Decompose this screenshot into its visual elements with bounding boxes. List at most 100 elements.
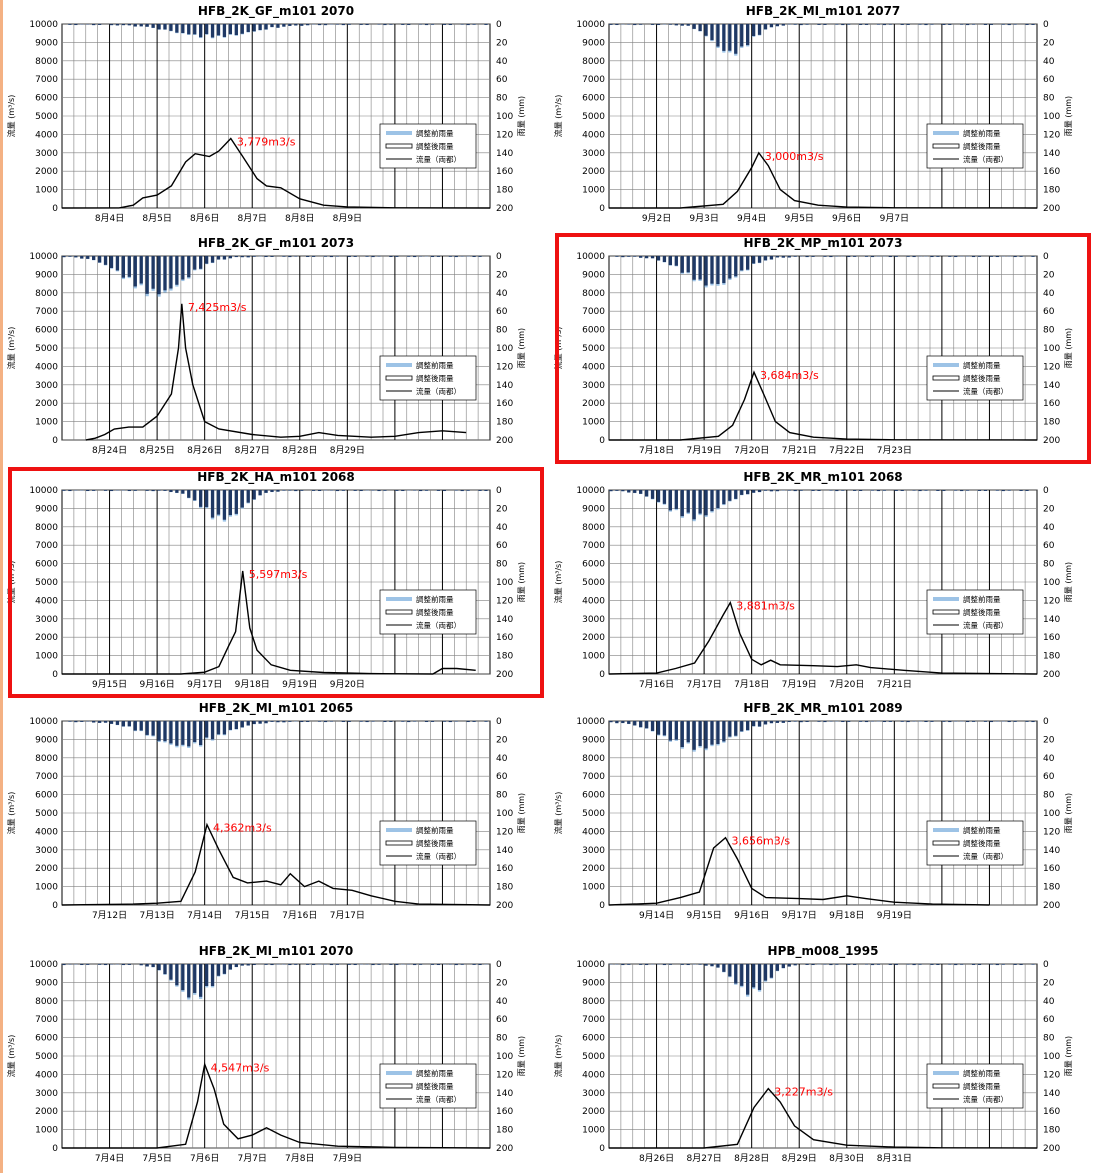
rain-after-bar — [769, 256, 774, 260]
rain-after-bar — [1019, 964, 1023, 965]
y-tick-label: 2000 — [582, 1107, 605, 1117]
y-tick-label: 1000 — [35, 418, 58, 428]
rain-after-bar — [383, 24, 387, 26]
rain-after-bar — [442, 490, 447, 491]
rain-after-bar — [734, 24, 738, 54]
rain-after-bar — [716, 24, 720, 47]
y-tick-label: 5000 — [35, 112, 58, 122]
y-tick-label: 3000 — [35, 149, 58, 159]
rain-after-bar — [680, 24, 684, 26]
rain-after-bar — [282, 256, 286, 257]
rain-after-bar — [674, 256, 678, 266]
rain-after-bar — [436, 490, 441, 491]
y-tick-label: 3000 — [582, 381, 605, 391]
y2-tick-label: 180 — [496, 418, 513, 428]
rain-after-bar — [930, 256, 934, 258]
y2-tick-label: 140 — [496, 149, 513, 159]
y-tick-label: 4000 — [582, 1070, 605, 1080]
legend-swatch-before — [933, 597, 959, 601]
rain-after-bar — [418, 256, 423, 257]
y-tick-label: 10000 — [29, 717, 58, 727]
rain-after-bar — [799, 256, 803, 257]
y2-tick-label: 160 — [1043, 864, 1060, 874]
x-tick-label: 7月16日 — [282, 910, 317, 921]
rain-after-bar — [704, 24, 708, 36]
flow-line — [609, 1087, 1038, 1149]
rain-after-bar — [365, 256, 369, 257]
highlight-frame — [8, 467, 544, 698]
y2-tick-label: 40 — [496, 754, 508, 764]
rain-after-bar — [210, 721, 215, 740]
rain-after-bar — [80, 256, 84, 259]
x-tick-label: 8月4日 — [95, 213, 124, 224]
rain-after-bar — [121, 964, 126, 966]
y2-tick-label: 20 — [1043, 735, 1055, 745]
chart-5: HFB_2K_HA_m101 2068010002000300040005000… — [6, 470, 526, 690]
rain-after-bar — [264, 256, 268, 257]
y-tick-label: 4000 — [582, 827, 605, 837]
y-axis-label: 流量 (m³/s) — [553, 792, 563, 835]
x-tick-label: 7月21日 — [877, 679, 912, 690]
y-tick-label: 1000 — [582, 883, 605, 893]
legend-swatch-after — [932, 375, 960, 381]
y2-tick-label: 100 — [1043, 112, 1060, 122]
rain-after-bar — [115, 24, 120, 26]
rain-after-bar — [97, 24, 102, 25]
y2-tick-label: 0 — [496, 717, 502, 727]
y2-tick-label: 200 — [1043, 204, 1060, 214]
y2-tick-label: 0 — [1043, 717, 1049, 727]
legend-after: 調整後雨量 — [963, 607, 1001, 617]
rain-after-bar — [210, 964, 215, 986]
y2-tick-label: 80 — [496, 1034, 508, 1044]
legend-swatch-before — [386, 363, 412, 367]
rain-after-bar — [615, 24, 619, 25]
rain-after-bar — [62, 964, 66, 966]
rain-after-bar — [175, 490, 179, 493]
y-tick-label: 5000 — [35, 809, 58, 819]
x-tick-label: 7月12日 — [92, 910, 127, 921]
rain-after-bar — [175, 964, 179, 986]
rain-after-bar — [204, 24, 209, 35]
rain-after-bar — [121, 721, 126, 727]
rain-after-bar — [888, 721, 892, 722]
rain-after-bar — [686, 964, 690, 966]
rain-after-bar — [793, 256, 797, 257]
rain-after-bar — [680, 490, 684, 517]
y2-tick-label: 0 — [496, 960, 502, 970]
rain-after-bar — [734, 964, 738, 984]
rain-after-bar — [306, 24, 310, 26]
rain-after-bar — [763, 964, 768, 981]
rain-after-bar — [300, 490, 304, 491]
rain-after-bar — [716, 721, 720, 744]
y-tick-label: 4000 — [582, 596, 605, 606]
rain-after-bar — [151, 721, 155, 736]
rain-after-bar — [734, 490, 738, 499]
rain-after-bar — [460, 256, 464, 257]
rain-after-bar — [62, 490, 66, 491]
y-tick-label: 9000 — [582, 38, 605, 48]
rain-after-bar — [199, 964, 203, 997]
rain-after-bar — [751, 24, 756, 37]
rain-after-bar — [662, 490, 667, 504]
rain-after-bar — [829, 256, 833, 258]
rain-after-bar — [639, 490, 643, 494]
y2-tick-label: 100 — [496, 578, 513, 588]
rain-after-bar — [395, 256, 399, 257]
rain-after-bar — [615, 721, 619, 724]
legend-after: 調整後雨量 — [416, 607, 454, 617]
rain-after-bar — [656, 24, 661, 25]
legend-swatch-after — [385, 609, 413, 615]
rain-after-bar — [193, 24, 197, 35]
y2-tick-label: 140 — [496, 615, 513, 625]
rain-after-bar — [74, 721, 78, 723]
rain-after-bar — [151, 964, 155, 968]
legend-before: 調整前雨量 — [416, 594, 454, 604]
rain-after-bar — [341, 721, 345, 722]
rain-after-bar — [377, 24, 381, 25]
rain-after-bar — [460, 24, 464, 25]
y-tick-label: 10000 — [576, 960, 605, 970]
rain-after-bar — [1013, 256, 1017, 258]
x-tick-label: 7月5日 — [142, 1153, 171, 1164]
y-tick-label: 0 — [599, 901, 605, 911]
